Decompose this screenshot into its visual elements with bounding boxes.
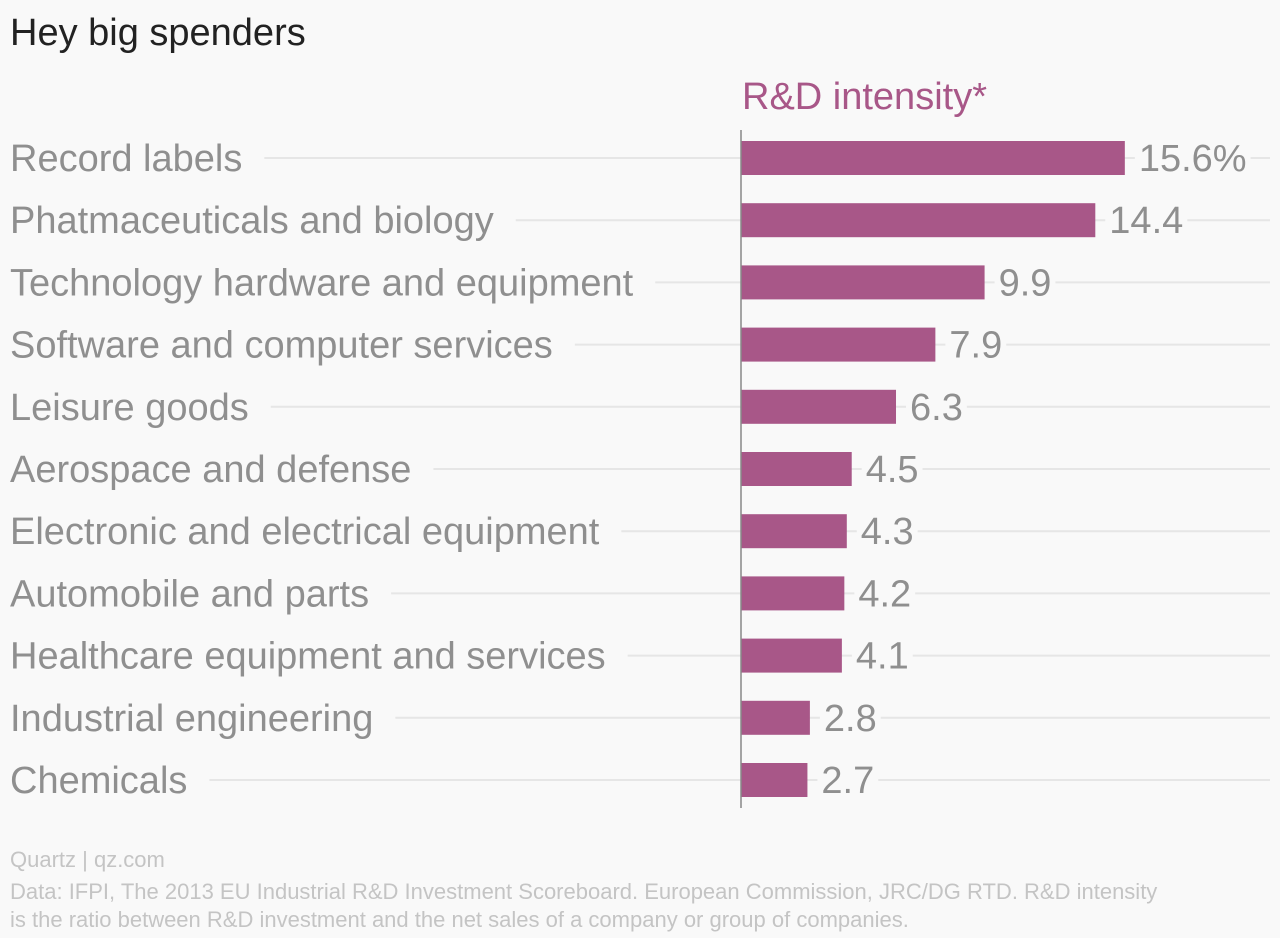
value-label-bg <box>994 262 1056 305</box>
bar <box>741 389 897 424</box>
bar <box>741 452 852 486</box>
bar <box>741 576 845 611</box>
category-label: Chemicals <box>10 760 187 802</box>
value-label: 7.9 <box>949 325 1002 367</box>
value-label-bg <box>861 449 923 491</box>
value-label-bg <box>945 324 1007 367</box>
value-label: 9.9 <box>999 262 1052 304</box>
data-note: Data: IFPI, The 2013 EU Industrial R&D I… <box>10 879 1158 932</box>
value-label: 2.7 <box>821 760 874 802</box>
category-label: Aerospace and defense <box>10 449 411 491</box>
value-label-bg <box>856 511 918 554</box>
value-label-bg <box>851 635 913 678</box>
category-label: Electronic and electrical equipment <box>10 511 600 553</box>
chart-title: Hey big spenders <box>10 12 306 54</box>
value-labels: 15.6% 14.4 9.9 7.9 6.3 4.5 4.3 4.2 4.1 2.8 2.7 <box>817 138 1251 802</box>
category-label: Record labels <box>10 138 242 180</box>
value-label: 6.3 <box>910 387 963 429</box>
bar <box>741 638 842 673</box>
bar <box>741 763 808 797</box>
value-label-bg <box>1134 138 1251 180</box>
bar <box>741 141 1125 175</box>
category-label: Industrial engineering <box>10 698 373 740</box>
bar <box>741 265 985 300</box>
bars <box>741 141 1125 797</box>
bar <box>741 203 1096 238</box>
category-label: Software and computer services <box>10 325 553 367</box>
value-label: 4.2 <box>858 573 911 615</box>
bar <box>741 700 810 735</box>
category-label: Leisure goods <box>10 387 249 429</box>
value-label: 14.4 <box>1109 200 1183 242</box>
category-label: Healthcare equipment and services <box>10 636 606 678</box>
category-label: Phatmaceuticals and biology <box>10 200 494 242</box>
footer: Quartz | qz.com Data: IFPI, The 2013 EU … <box>10 846 1210 934</box>
value-label: 4.5 <box>866 449 919 491</box>
category-label: Technology hardware and equipment <box>10 262 634 304</box>
source-credit: Quartz | qz.com <box>10 847 165 872</box>
bar <box>741 514 847 549</box>
value-label: 2.8 <box>824 698 877 740</box>
value-label: 4.3 <box>861 511 914 553</box>
category-labels: Record labels Phatmaceuticals and biology… <box>10 138 634 802</box>
value-label-bg <box>819 697 881 740</box>
value-label-bg <box>854 573 916 616</box>
value-label: 4.1 <box>856 636 909 678</box>
value-label-bg <box>906 386 967 429</box>
series-label: R&D intensity* <box>742 76 987 118</box>
category-label: Automobile and parts <box>10 573 369 615</box>
value-label: 15.6% <box>1139 138 1247 180</box>
bar <box>741 327 936 362</box>
value-label-bg <box>817 760 879 802</box>
value-label-bg <box>1105 200 1188 243</box>
